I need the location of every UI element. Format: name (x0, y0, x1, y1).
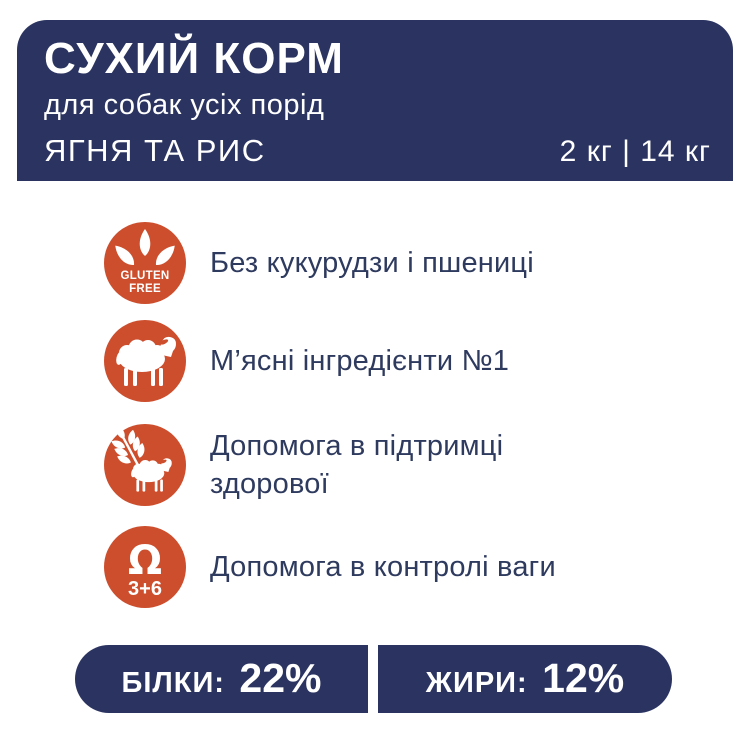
fat-stat-pill: ЖИРИ: 12% (378, 645, 672, 713)
package-weights: 2 кг | 14 кг (559, 135, 711, 168)
feature-label-line: Без кукурудзи і пшениці (210, 246, 534, 279)
flavor-variant: ЯГНЯ ТА РИС (44, 133, 266, 168)
feature-row-meat-ingredients: М’ясні інгредієнти №1 (104, 320, 509, 402)
feature-row-gluten-free: GLUTEN FREE Без кукурудзи і пшениці (104, 222, 534, 304)
feature-label: Без кукурудзи і пшениці (210, 244, 534, 282)
feature-label: Допомога в контролі ваги (210, 548, 556, 586)
feature-label-line: Допомога в підтримці (210, 429, 504, 462)
feature-label-line: Допомога в контролі ваги (210, 550, 556, 583)
protein-value: 22% (239, 655, 322, 701)
omega-3-6-icon: Ω 3+6 (104, 526, 186, 608)
product-title: СУХИЙ КОРМ (44, 34, 344, 83)
gluten-free-icon-text-bottom: FREE (129, 283, 161, 295)
omega-icon-symbol: Ω (128, 538, 162, 584)
sheep-icon (104, 320, 186, 402)
feature-row-weight-control: Ω 3+6 Допомога в контролі ваги (104, 526, 556, 608)
protein-label: БІЛКИ: (121, 667, 225, 699)
product-subtitle: для собак усіх порід (44, 89, 325, 122)
omega-icon-numbers: 3+6 (128, 578, 162, 600)
feature-row-digestion: Допомога в підтримці здорової (104, 424, 503, 506)
protein-stat-pill: БІЛКИ: 22% (75, 645, 368, 713)
feature-label: Допомога в підтримці здорової (210, 427, 503, 504)
wheat-sheep-icon (104, 424, 186, 506)
variant-row: ЯГНЯ ТА РИС 2 кг | 14 кг (44, 133, 711, 169)
feature-label-line: М’ясні інгредієнти №1 (210, 344, 510, 377)
feature-label: М’ясні інгредієнти №1 (210, 342, 509, 380)
gluten-free-icon-text-top: GLUTEN (120, 270, 169, 282)
fat-value: 12% (542, 655, 625, 701)
feature-label-line: здорової (210, 468, 329, 500)
header-banner: СУХИЙ КОРМ для собак усіх порід ЯГНЯ ТА … (17, 20, 733, 181)
gluten-free-icon: GLUTEN FREE (104, 222, 186, 304)
fat-label: ЖИРИ: (425, 667, 528, 699)
